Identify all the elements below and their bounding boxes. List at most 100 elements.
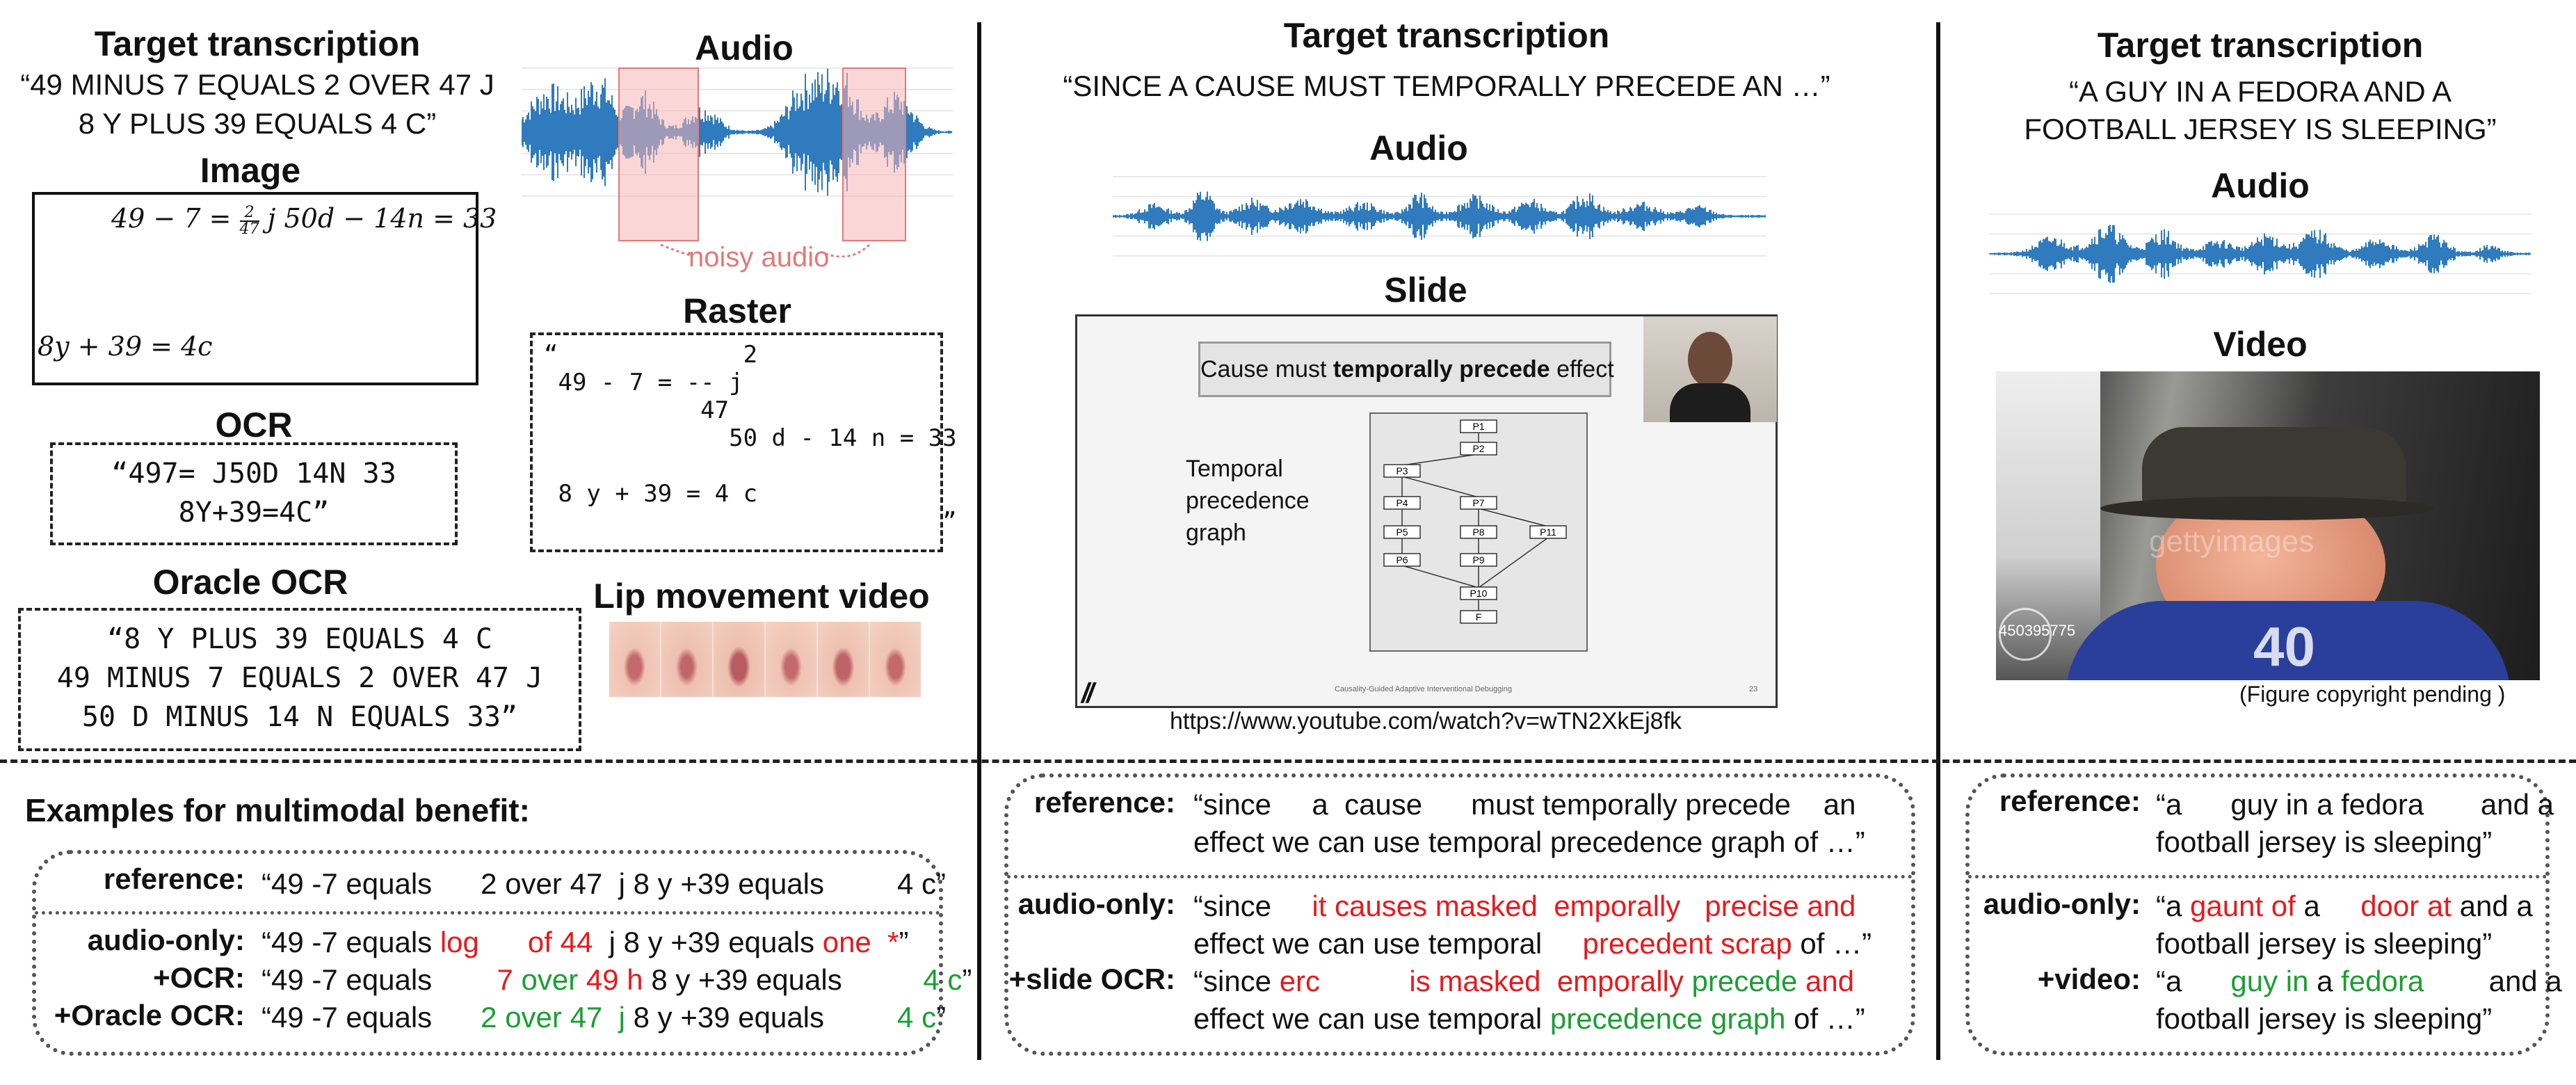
left-audio-waveform — [522, 67, 953, 257]
right-audio-waveform — [1989, 214, 2531, 294]
graph-edge — [1401, 476, 1479, 498]
graph-node — [1460, 419, 1497, 433]
image-frac-num: 2 — [239, 204, 259, 222]
slide-precedence-graph: P1 P2 P3 P4 P7 P5 P8 P11 P6 P9 P10 F — [1369, 412, 1588, 652]
graph-node-label: P7 — [1472, 497, 1484, 508]
image-eq1-left: 49 − 7 = — [111, 203, 240, 234]
example-left-separator — [35, 911, 940, 915]
ex-left-reference-label: reference: — [103, 862, 245, 895]
slide-page-number: 23 — [1749, 685, 1758, 693]
ex-left-ocr-text: “49 -7 equals 7 over 49 h 8 y +39 equals… — [261, 963, 972, 996]
slide-heading: Slide — [1384, 271, 1467, 310]
ex-left-reference-text: “49 -7 equals 2 over 47 j 8 y +39 equals… — [261, 867, 947, 900]
graph-node-label: P5 — [1396, 527, 1408, 538]
slide-footer: Causality-Guided Adaptive Interventional… — [1335, 685, 1512, 693]
ex-mid-reference-2: effect we can use temporal precedence gr… — [1193, 826, 1865, 858]
example-middle-box — [1004, 773, 1915, 1056]
ex-mid-slide-ocr-label: +slide OCR: — [1008, 963, 1175, 995]
slide-url[interactable]: https://www.youtube.com/watch?v=wTN2XkEj… — [1169, 708, 1682, 734]
middle-audio-heading: Audio — [1369, 129, 1468, 168]
raster-text: “ 2 49 - 7 = -- j 47 50 d - 14 n = 33 8 … — [544, 341, 957, 536]
right-target-line1: “A GUY IN A FEDORA AND A — [2068, 75, 2452, 108]
graph-node — [1460, 586, 1497, 600]
graph-node — [1460, 610, 1497, 624]
ex-right-reference-2: football jersey is sleeping” — [2156, 826, 2493, 858]
image-eq2: 8y + 39 = 4c — [38, 331, 213, 362]
graph-node-label: P4 — [1396, 497, 1408, 508]
right-audio-heading: Audio — [2211, 166, 2310, 205]
left-target-line1: “49 MINUS 7 EQUALS 2 OVER 47 J — [20, 68, 494, 101]
video-stock-id: 450395775 — [1999, 622, 2076, 639]
ocr-heading: OCR — [215, 405, 293, 444]
example-right-box — [1965, 773, 2550, 1056]
divider-left — [977, 22, 981, 1060]
graph-node — [1383, 496, 1421, 510]
graph-node — [1460, 553, 1497, 567]
example-left-box — [32, 850, 943, 1056]
image-eq1-right: j 50d − 14n = 33 — [267, 203, 497, 234]
graph-edge — [1401, 453, 1479, 466]
slide-side-line2: precedence — [1186, 488, 1310, 514]
slide-side-line1: Temporal — [1186, 456, 1283, 482]
ex-mid-reference-label: reference: — [1033, 786, 1175, 819]
ex-right-video-1: “a guy in a fedora and a — [2156, 965, 2562, 997]
lip-movement-heading: Lip movement video — [593, 577, 930, 616]
slide-title-post: effect — [1549, 356, 1614, 383]
slide-title-pre: Cause must — [1200, 356, 1333, 383]
graph-node-label: P9 — [1472, 554, 1484, 565]
right-target-line2: FOOTBALL JERSEY IS SLEEPING” — [2024, 113, 2497, 145]
noisy-audio-arrow — [660, 243, 871, 257]
graph-node — [1460, 525, 1497, 539]
ex-right-reference-label: reference: — [1999, 785, 2141, 817]
graph-node — [1460, 496, 1497, 510]
raster-box: “ 2 49 - 7 = -- j 47 50 d - 14 n = 33 8 … — [530, 332, 957, 552]
example-middle-separator — [1007, 875, 1913, 878]
middle-target-heading: Target transcription — [1283, 16, 1610, 55]
ex-mid-reference-1: “since a cause must temporally precede a… — [1193, 788, 1856, 821]
ex-left-audio-only-label: audio-only: — [87, 924, 245, 956]
copyright-note: (Figure copyright pending ) — [2239, 682, 2506, 707]
graph-node — [1529, 525, 1567, 539]
graph-node-label: P11 — [1540, 527, 1556, 538]
ex-right-audio-only-2: football jersey is sleeping” — [2156, 927, 2493, 960]
horizontal-divider — [0, 760, 2576, 763]
slide-frame: Cause must temporally precede effect Tem… — [1075, 314, 1778, 709]
oracle-line3: 50 D MINUS 14 N EQUALS 33” — [81, 701, 518, 733]
slide-logo: // — [1081, 678, 1094, 709]
ex-right-video-label: +video: — [2037, 963, 2141, 995]
ex-mid-slide-ocr-2: effect we can use temporal precedence gr… — [1193, 1002, 1865, 1035]
lip-movement-strip — [609, 622, 921, 697]
image-box: 49 − 7 = 2 47 j 50d − 14n = 33 8y + 39 =… — [32, 192, 497, 385]
graph-edge — [1478, 508, 1549, 527]
divider-right — [1936, 22, 1940, 1060]
graph-node-label: P8 — [1472, 527, 1484, 538]
graph-node-label: P10 — [1470, 588, 1488, 599]
jersey-number: 40 — [2253, 616, 2315, 677]
image-heading: Image — [200, 151, 301, 190]
ex-left-audio-only-text: “49 -7 equals log of 44 j 8 y +39 equals… — [261, 926, 909, 958]
ocr-line1: “497= J50D 14N 33 — [111, 458, 396, 490]
oracle-ocr-heading: Oracle OCR — [152, 563, 348, 602]
ex-right-reference-1: “a guy in a fedora and a — [2156, 788, 2554, 821]
examples-heading: Examples for multimodal benefit: — [25, 792, 530, 828]
slide-title-bold: temporally precede — [1333, 356, 1550, 383]
middle-target-text: “SINCE A CAUSE MUST TEMPORALLY PRECEDE A… — [1063, 70, 1830, 102]
oracle-line1: “8 Y PLUS 39 EQUALS 4 C — [107, 623, 492, 655]
graph-node — [1460, 442, 1497, 456]
left-target-line2: 8 Y PLUS 39 EQUALS 4 C” — [78, 107, 437, 140]
graph-node-label: P6 — [1396, 554, 1408, 565]
slide-side-line3: graph — [1186, 520, 1246, 546]
left-target-heading: Target transcription — [94, 24, 421, 63]
oracle-line2: 49 MINUS 7 EQUALS 2 OVER 47 J — [56, 662, 543, 694]
ocr-box: “497= J50D 14N 33 8Y+39=4C” — [50, 442, 458, 545]
slide-side-text: Temporal precedence graph — [1186, 453, 1310, 549]
noisy-audio-region — [842, 67, 906, 241]
video-heading: Video — [2213, 325, 2308, 364]
ex-mid-audio-only-2: effect we can use temporal precedent scr… — [1193, 927, 1872, 960]
ex-mid-audio-only-1: “since it causes masked emporally precis… — [1193, 890, 1856, 922]
graph-node-label: F — [1476, 611, 1482, 622]
graph-node — [1383, 464, 1421, 478]
ex-right-audio-only-label: audio-only: — [1983, 887, 2141, 920]
ex-mid-audio-only-label: audio-only: — [1017, 887, 1175, 920]
middle-audio-waveform — [1113, 176, 1766, 257]
